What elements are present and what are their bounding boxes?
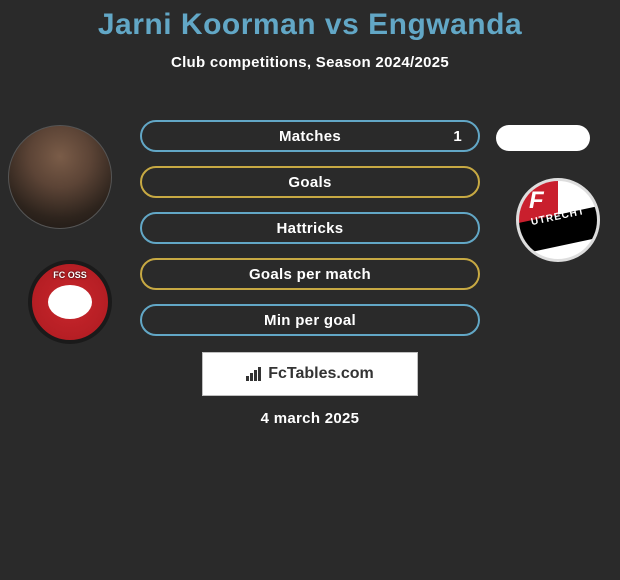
club-left-text: FC OSS	[53, 270, 87, 280]
stat-label: Hattricks	[277, 220, 344, 237]
stat-row: Hattricks	[140, 212, 480, 244]
stat-row: Matches 1	[140, 120, 480, 152]
stat-label: Matches	[279, 128, 341, 145]
page-title: Jarni Koorman vs Engwanda	[0, 0, 620, 42]
stat-row: Min per goal	[140, 304, 480, 336]
stat-rows: Matches 1 Goals Hattricks Goals per match Min…	[140, 120, 480, 350]
stat-label: Goals	[288, 174, 331, 191]
page-subtitle: Club competitions, Season 2024/2025	[0, 54, 620, 71]
date-line: 4 march 2025	[0, 410, 620, 427]
brand-box: FcTables.com	[202, 352, 418, 396]
chart-icon	[246, 367, 264, 381]
club-right-letter: F	[529, 187, 544, 215]
player-right-placeholder	[496, 125, 590, 151]
stat-row: Goals	[140, 166, 480, 198]
stat-label: Min per goal	[264, 312, 356, 329]
stat-label: Goals per match	[249, 266, 371, 283]
club-right-badge: F UTRECHT	[516, 178, 600, 262]
club-left-badge: FC OSS	[28, 260, 112, 344]
stat-row: Goals per match	[140, 258, 480, 290]
brand-text: FcTables.com	[268, 365, 374, 383]
club-left-inner-icon	[48, 285, 92, 319]
stat-value-right: 1	[453, 128, 462, 145]
player-left-avatar	[8, 125, 112, 229]
